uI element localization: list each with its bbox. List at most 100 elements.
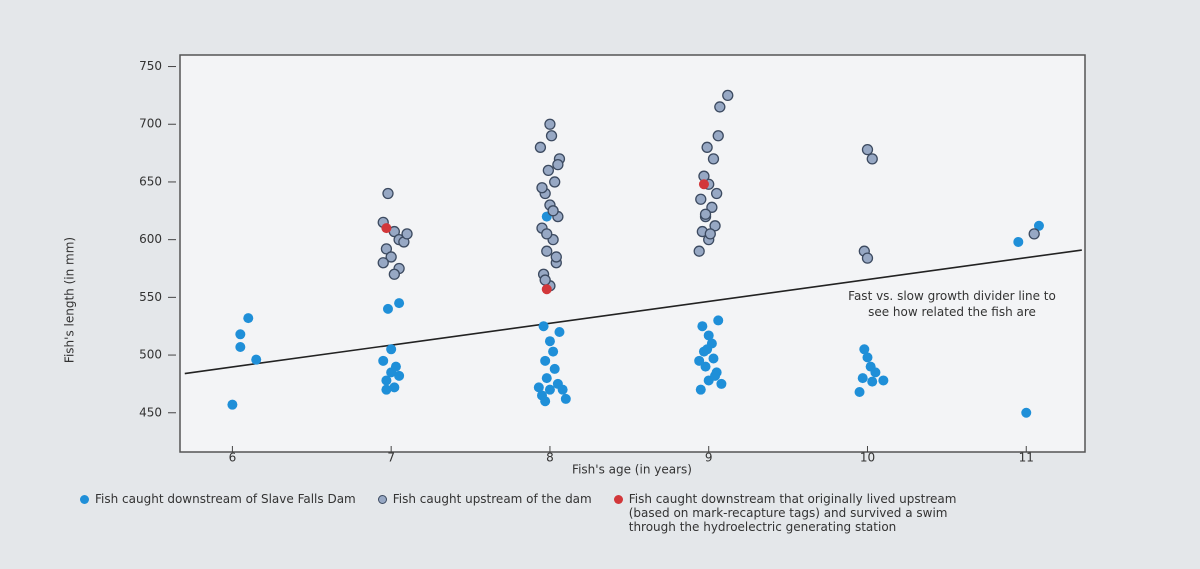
data-point xyxy=(548,346,559,357)
data-point xyxy=(712,130,724,142)
data-point xyxy=(227,399,238,410)
data-point xyxy=(235,329,246,340)
data-point xyxy=(708,353,719,364)
data-point xyxy=(1028,228,1040,240)
legend-item: Fish caught upstream of the dam xyxy=(377,492,592,534)
data-point xyxy=(534,141,547,153)
data-point xyxy=(694,355,705,366)
data-point xyxy=(1013,236,1024,247)
data-point xyxy=(713,315,724,326)
y-tick-label: 550 xyxy=(139,290,162,304)
data-point xyxy=(382,303,393,314)
data-point xyxy=(857,373,868,384)
data-point xyxy=(697,321,708,332)
data-point xyxy=(704,228,716,240)
data-point xyxy=(1021,407,1032,418)
data-point xyxy=(541,284,552,295)
data-point xyxy=(695,193,707,205)
data-point xyxy=(716,378,727,389)
data-point xyxy=(866,153,878,165)
data-point xyxy=(867,376,878,387)
data-point xyxy=(693,245,705,257)
x-tick-label: 10 xyxy=(860,451,875,465)
data-point xyxy=(542,164,555,177)
data-point xyxy=(394,370,405,381)
x-tick-label: 8 xyxy=(546,451,554,465)
divider-line xyxy=(184,249,1082,375)
data-point xyxy=(714,101,726,113)
data-point xyxy=(722,89,734,102)
data-point xyxy=(703,330,714,341)
data-point xyxy=(710,370,721,381)
data-point xyxy=(709,220,721,232)
data-point xyxy=(862,352,873,363)
data-point xyxy=(377,257,389,269)
y-tick-label: 600 xyxy=(139,232,162,246)
legend-label: Fish caught downstream of Slave Falls Da… xyxy=(95,492,356,506)
data-point xyxy=(870,367,881,378)
data-point xyxy=(388,268,400,280)
data-point xyxy=(381,223,392,234)
data-point xyxy=(552,158,564,171)
data-point xyxy=(538,321,549,332)
data-point xyxy=(549,176,561,188)
annotation-box: Fast vs. slow growth divider line to see… xyxy=(848,289,1056,319)
data-point xyxy=(389,382,400,393)
x-tick-label: 6 xyxy=(229,451,237,465)
x-tick-label: 9 xyxy=(705,451,713,465)
data-point xyxy=(547,205,559,217)
y-axis-label: Fish's length (in mm) xyxy=(63,237,77,363)
legend-swatch xyxy=(80,495,89,504)
y-tick-label: 700 xyxy=(139,117,162,131)
data-point xyxy=(854,386,865,397)
data-point xyxy=(235,341,246,352)
data-point xyxy=(701,141,713,153)
data-point xyxy=(541,373,552,384)
data-point xyxy=(540,396,551,407)
data-point xyxy=(861,143,874,156)
annotation: Fast vs. slow growth divider line to see… xyxy=(848,289,1056,319)
data-point xyxy=(702,344,713,355)
data-point xyxy=(549,363,560,374)
chart: Fish's length (in mm) Fish's age (in yea… xyxy=(63,54,1086,477)
data-point xyxy=(707,153,720,165)
data-point xyxy=(536,182,548,194)
data-point xyxy=(710,187,723,200)
data-point xyxy=(378,355,389,366)
data-point xyxy=(243,313,254,324)
data-point xyxy=(390,361,401,372)
data-point xyxy=(695,384,706,395)
y-tick-label: 650 xyxy=(139,174,162,188)
data-point xyxy=(385,251,397,263)
x-tick-label: 7 xyxy=(387,451,395,465)
data-point xyxy=(1033,220,1044,231)
data-point xyxy=(698,179,709,190)
data-point xyxy=(557,384,568,395)
legend-swatch xyxy=(613,495,623,504)
data-point xyxy=(541,228,553,240)
data-point xyxy=(699,208,712,220)
data-point xyxy=(706,201,718,213)
data-point xyxy=(560,393,571,404)
data-point xyxy=(540,355,551,366)
data-point xyxy=(878,375,889,386)
data-point xyxy=(544,384,555,395)
data-point xyxy=(380,243,393,255)
plot-frame xyxy=(179,54,1086,453)
data-point xyxy=(533,382,544,393)
data-point xyxy=(554,326,565,337)
data-point xyxy=(859,344,870,355)
data-point xyxy=(550,251,562,263)
data-point xyxy=(382,187,394,200)
data-point xyxy=(251,354,262,365)
legend-item: Fish caught downstream that originally l… xyxy=(613,492,989,534)
data-point xyxy=(381,384,392,395)
y-tick-label: 500 xyxy=(139,348,162,362)
data-point xyxy=(394,298,405,309)
data-point xyxy=(401,228,413,240)
x-axis-label: Fish's age (in years) xyxy=(572,463,692,477)
legend-label: Fish caught downstream that originally l… xyxy=(628,492,957,534)
data-point xyxy=(544,118,556,130)
legend-item: Fish caught downstream of Slave Falls Da… xyxy=(80,492,356,534)
data-point xyxy=(700,361,711,372)
